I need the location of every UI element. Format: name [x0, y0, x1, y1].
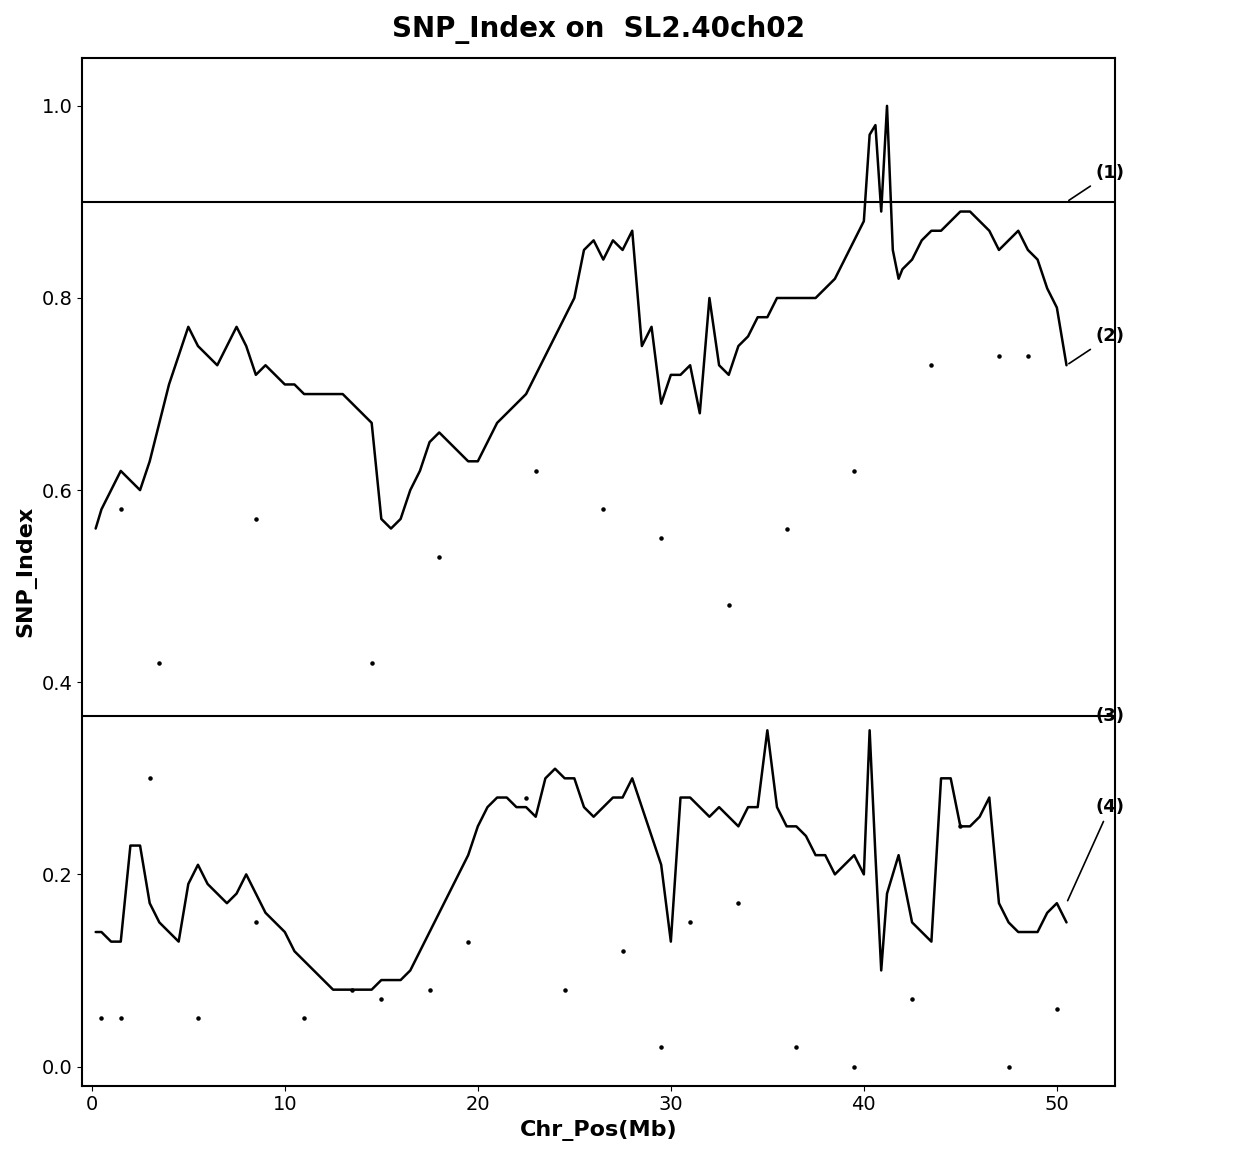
- Point: [921, 356, 941, 375]
- Point: [92, 1009, 112, 1028]
- Point: [728, 894, 748, 912]
- Point: [651, 529, 671, 548]
- Text: (1): (1): [1069, 164, 1125, 200]
- Point: [516, 788, 536, 807]
- Point: [719, 596, 739, 615]
- Point: [950, 817, 970, 836]
- Point: [1047, 1000, 1066, 1018]
- Point: [998, 1058, 1018, 1076]
- Point: [429, 548, 449, 566]
- Point: [594, 501, 614, 519]
- Point: [459, 933, 479, 951]
- Point: [786, 1038, 806, 1057]
- Title: SNP_Index on  SL2.40ch02: SNP_Index on SL2.40ch02: [392, 15, 805, 44]
- Point: [110, 1009, 130, 1028]
- Point: [1018, 347, 1038, 365]
- Point: [903, 990, 923, 1008]
- X-axis label: Chr_Pos(Mb): Chr_Pos(Mb): [520, 1120, 677, 1141]
- Point: [246, 913, 265, 932]
- Point: [844, 461, 864, 480]
- Point: [150, 654, 170, 673]
- Point: [844, 1058, 864, 1076]
- Point: [651, 1038, 671, 1057]
- Point: [554, 980, 574, 999]
- Point: [681, 913, 701, 932]
- Point: [342, 980, 362, 999]
- Text: (3): (3): [1069, 706, 1125, 725]
- Point: [372, 990, 392, 1008]
- Point: [419, 980, 439, 999]
- Point: [362, 654, 382, 673]
- Point: [140, 769, 160, 787]
- Text: (4): (4): [1068, 798, 1125, 901]
- Point: [246, 510, 265, 528]
- Point: [188, 1009, 208, 1028]
- Point: [110, 501, 130, 519]
- Y-axis label: SNP_Index: SNP_Index: [15, 506, 36, 637]
- Point: [990, 347, 1009, 365]
- Text: (2): (2): [1069, 327, 1125, 364]
- Point: [526, 461, 546, 480]
- Point: [613, 942, 632, 961]
- Point: [776, 519, 796, 538]
- Point: [294, 1009, 314, 1028]
